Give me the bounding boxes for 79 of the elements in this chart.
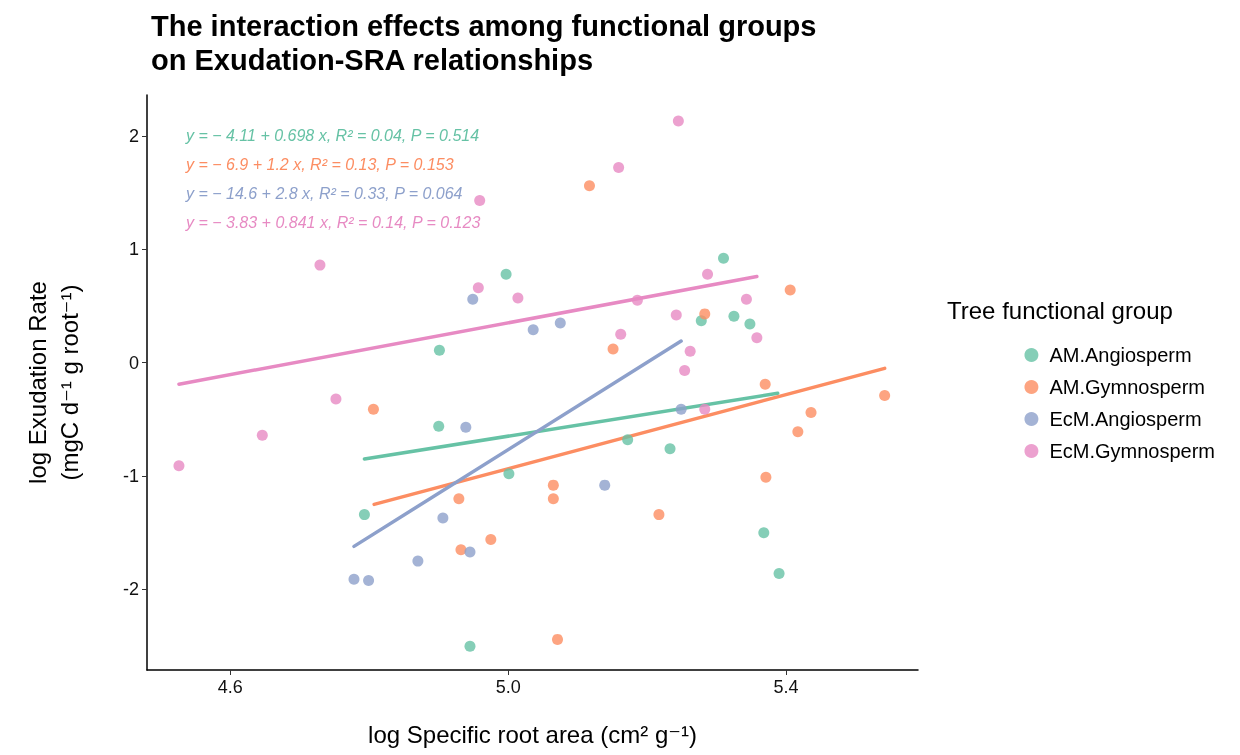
point [547,479,559,491]
point [718,252,730,264]
annotation: y = − 4.11 + 0.698 x, R² = 0.04, P = 0.514 [185,126,480,144]
x-tick-label: 4.6 [217,677,243,697]
point [675,403,687,415]
point [744,318,756,330]
point [547,493,559,505]
point [759,378,771,390]
point [467,293,479,305]
point [702,268,714,280]
y-tick-label: -1 [122,466,139,487]
point [615,328,627,340]
point [599,479,611,491]
x-tick-label: 5.0 [495,677,521,697]
y-tick-label: 2 [128,125,139,146]
legend-label: EcM.Angiosperm [1049,408,1202,430]
x-tick-label: 5.4 [773,677,799,697]
point [433,420,445,432]
point [453,493,465,505]
point [433,344,445,356]
point [363,574,375,586]
point [631,294,643,306]
point [670,309,682,321]
point [684,345,696,357]
annotation: y = − 14.6 + 2.8 x, R² = 0.33, P = 0.064 [185,184,463,202]
point [367,403,379,415]
point [784,284,796,296]
y-tick-label: -2 [122,579,139,600]
point [554,317,566,329]
point [464,640,476,652]
annotation: y = − 6.9 + 1.2 x, R² = 0.13, P = 0.153 [185,155,454,173]
point [613,162,625,174]
point [760,471,772,483]
point [740,293,752,305]
point [474,194,486,206]
legend-label: AM.Gymnosperm [1049,376,1206,398]
legend-label: AM.Angiosperm [1049,344,1192,366]
point [527,324,539,336]
point [805,407,817,419]
point [464,546,476,558]
annotation: y = − 3.83 + 0.841 x, R² = 0.14, P = 0.123 [185,213,481,231]
point [607,343,619,355]
point [256,429,268,441]
point [500,268,512,280]
point [503,468,515,480]
legend-title: Tree functional group [947,296,1173,324]
point [314,259,326,271]
point [512,292,524,304]
point [699,403,711,415]
point [485,534,497,546]
point [758,527,770,539]
x-axis-title: log Specific root area (cm² g⁻¹) [368,720,697,748]
point [879,390,891,402]
point [672,115,684,127]
point [792,426,804,438]
point [348,573,360,585]
point [679,365,691,377]
point [437,512,449,524]
point [552,633,564,645]
chart-title: The interaction effects among functional groups on Exudation-SRA relationships [151,10,817,76]
point [728,310,740,322]
point [460,421,472,433]
point [622,434,634,446]
point [358,509,370,521]
point [751,332,763,344]
point [653,509,665,521]
point [664,443,676,455]
point [455,544,467,556]
point [173,460,185,472]
point [330,393,342,405]
legend-label: EcM.Gymnosperm [1049,440,1216,462]
point [583,180,595,192]
point [472,282,484,294]
point [412,555,424,567]
point [773,568,785,580]
y-tick-label: 0 [128,352,139,373]
point [699,308,711,320]
y-tick-label: 1 [128,239,139,260]
y-axis-title: log Exudation Rate (mgC d⁻¹ g root⁻¹) [23,281,83,484]
